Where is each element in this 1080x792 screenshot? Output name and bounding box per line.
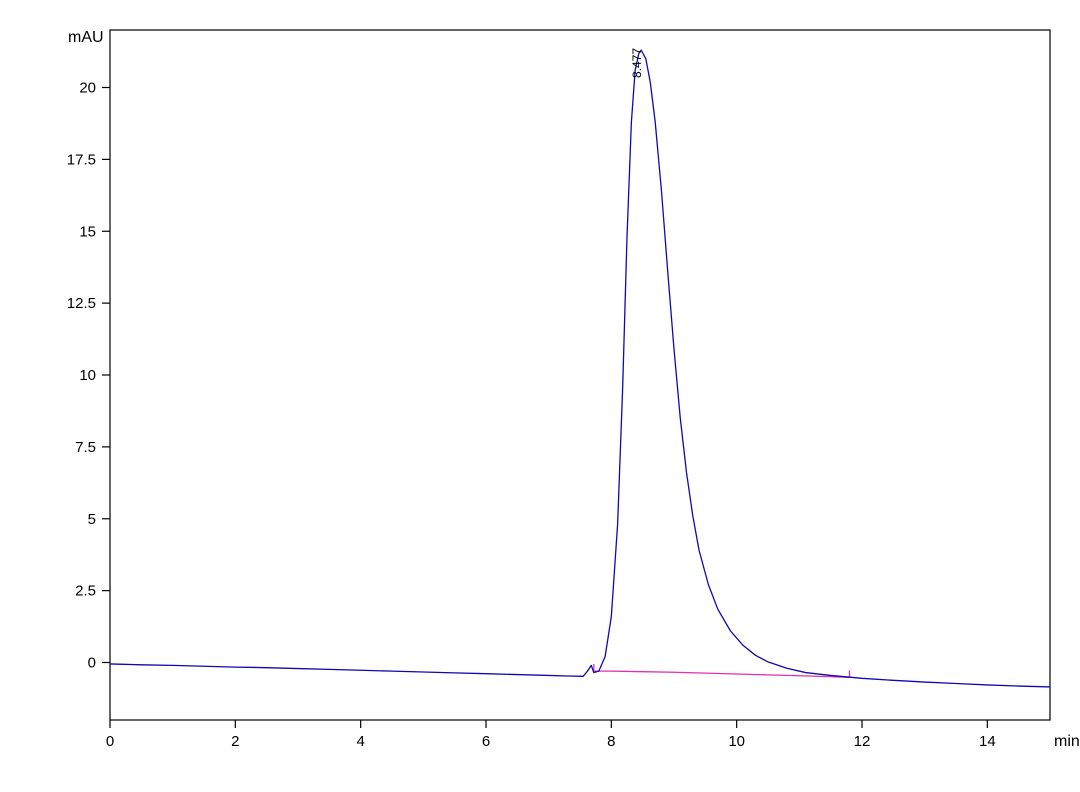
x-tick-label: 2 xyxy=(231,733,239,750)
x-tick-label: 10 xyxy=(728,733,745,750)
x-tick-label: 0 xyxy=(106,733,114,750)
chart-svg: 0 2.5 5 7.5 10 12.5 15 17.5 20 mAU 0 2 4 6 8 10 12 14 min 8… xyxy=(0,0,1080,792)
y-axis-label: mAU xyxy=(68,29,104,46)
x-tick-label: 12 xyxy=(854,733,871,750)
x-tick-label: 14 xyxy=(979,733,996,750)
chromatogram-chart: 0 2.5 5 7.5 10 12.5 15 17.5 20 mAU 0 2 4 6 8 10 12 14 min 8… xyxy=(0,0,1080,792)
y-tick-label: 2.5 xyxy=(75,583,96,600)
peak-retention-label: 8.477 xyxy=(630,48,644,78)
x-tick-label: 6 xyxy=(482,733,490,750)
y-tick-label: 10 xyxy=(79,367,96,384)
y-tick-label: 17.5 xyxy=(67,151,96,168)
y-tick-label: 5 xyxy=(88,511,96,528)
y-tick-label: 12.5 xyxy=(67,295,96,312)
chart-background xyxy=(0,0,1080,792)
y-tick-label: 15 xyxy=(79,223,96,240)
y-tick-label: 0 xyxy=(88,655,96,672)
y-tick-label: 7.5 xyxy=(75,439,96,456)
x-tick-label: 8 xyxy=(607,733,615,750)
x-tick-label: 4 xyxy=(356,733,364,750)
y-tick-label: 20 xyxy=(79,80,96,97)
x-axis-label: min xyxy=(1054,733,1080,750)
